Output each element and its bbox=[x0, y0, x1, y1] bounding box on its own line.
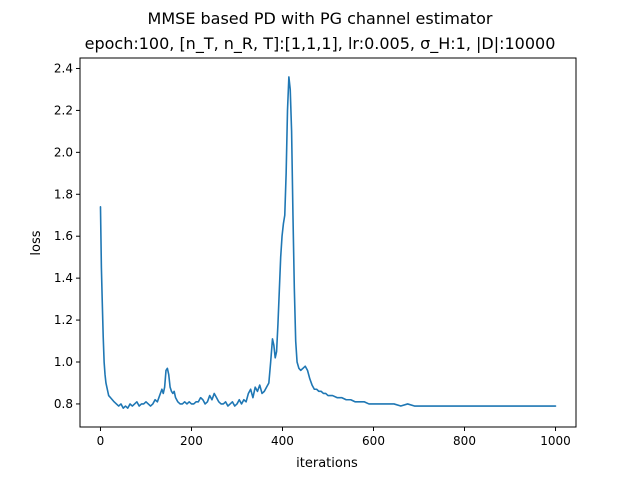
chart-subtitle-text: epoch:100, [n_T, n_R, T]:[1,1,1], lr:0.0… bbox=[85, 34, 556, 54]
y-axis-label: loss bbox=[29, 230, 44, 255]
x-tick-label: 400 bbox=[271, 434, 294, 448]
y-tick-label: 1.8 bbox=[54, 187, 73, 201]
y-tick-label: 0.8 bbox=[54, 397, 73, 411]
axes: 0 200 400 600 800 1000 0.8 1.0 1.2 1.4 1.6 1.8 2.0 2.… bbox=[54, 57, 577, 448]
x-tick-label: 1000 bbox=[540, 434, 571, 448]
loss-series-line bbox=[99, 76, 557, 409]
y-tick-label: 2.2 bbox=[54, 103, 73, 117]
chart-title: MMSE based PD with PG channel estimator bbox=[148, 9, 493, 28]
y-tick-label: 1.6 bbox=[54, 229, 73, 243]
plot-frame bbox=[79, 57, 577, 428]
x-tick-label: 600 bbox=[362, 434, 385, 448]
y-tick-label: 1.4 bbox=[54, 271, 73, 285]
x-tick-label: 0 bbox=[97, 434, 105, 448]
y-tick-label: 2.4 bbox=[54, 61, 73, 75]
x-tick-label: 200 bbox=[180, 434, 203, 448]
y-tick-label: 2.0 bbox=[54, 145, 73, 159]
x-tick-label: 800 bbox=[453, 434, 476, 448]
y-tick-label: 1.0 bbox=[54, 355, 73, 369]
chart-subtitle: epoch:100, [n_T, n_R, T]:[1,1,1], lr:0.0… bbox=[85, 34, 556, 54]
y-tick-label: 1.2 bbox=[54, 313, 73, 327]
series-group bbox=[99, 76, 557, 409]
x-axis-label: iterations bbox=[296, 456, 358, 471]
